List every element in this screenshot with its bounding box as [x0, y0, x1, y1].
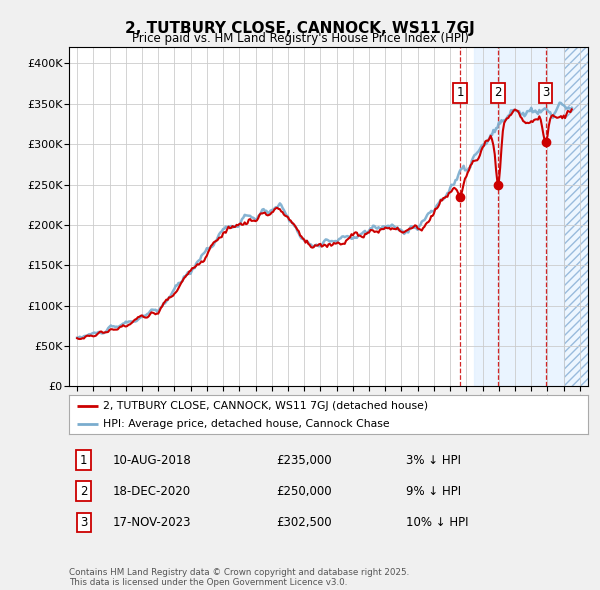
Text: 3% ↓ HPI: 3% ↓ HPI [406, 454, 461, 467]
Text: 2, TUTBURY CLOSE, CANNOCK, WS11 7GJ (detached house): 2, TUTBURY CLOSE, CANNOCK, WS11 7GJ (det… [103, 401, 428, 411]
Bar [475, 47, 563, 386]
Text: 10% ↓ HPI: 10% ↓ HPI [406, 516, 469, 529]
Text: Price paid vs. HM Land Registry's House Price Index (HPI): Price paid vs. HM Land Registry's House … [131, 32, 469, 45]
Text: £302,500: £302,500 [277, 516, 332, 529]
Text: 9% ↓ HPI: 9% ↓ HPI [406, 484, 461, 498]
Text: 2, TUTBURY CLOSE, CANNOCK, WS11 7GJ: 2, TUTBURY CLOSE, CANNOCK, WS11 7GJ [125, 21, 475, 35]
Text: 2: 2 [80, 484, 87, 498]
Text: 1: 1 [80, 454, 87, 467]
Text: 3: 3 [80, 516, 87, 529]
Text: 18-DEC-2020: 18-DEC-2020 [113, 484, 191, 498]
Text: 1: 1 [456, 87, 464, 100]
Text: 17-NOV-2023: 17-NOV-2023 [113, 516, 191, 529]
Text: Contains HM Land Registry data © Crown copyright and database right 2025.
This d: Contains HM Land Registry data © Crown c… [69, 568, 409, 587]
Bar [563, 47, 588, 386]
Bar [563, 47, 588, 386]
Text: HPI: Average price, detached house, Cannock Chase: HPI: Average price, detached house, Cann… [103, 419, 389, 429]
Text: 2: 2 [494, 87, 502, 100]
Text: 3: 3 [542, 87, 549, 100]
Text: £250,000: £250,000 [277, 484, 332, 498]
Text: £235,000: £235,000 [277, 454, 332, 467]
Text: 10-AUG-2018: 10-AUG-2018 [113, 454, 192, 467]
